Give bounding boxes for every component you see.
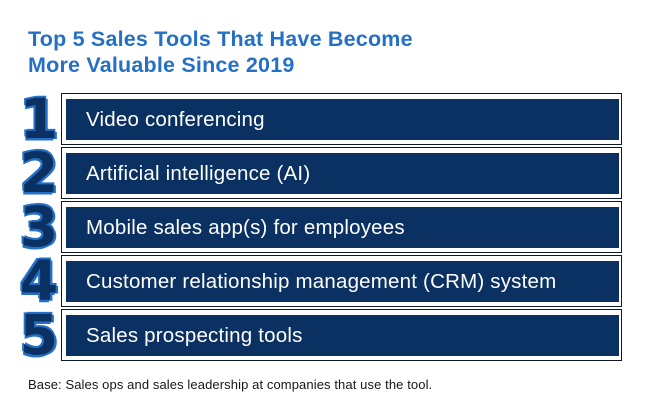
rank-number: 3 bbox=[19, 195, 59, 259]
rank-number: 4 bbox=[19, 249, 59, 313]
chart-title: Top 5 Sales Tools That Have Become More … bbox=[28, 26, 413, 78]
rank-row: 4 Customer relationship management (CRM)… bbox=[0, 249, 650, 313]
bar-label: Video conferencing bbox=[86, 107, 265, 131]
rank-row: 2 Artificial intelligence (AI) bbox=[0, 141, 650, 205]
bar: Mobile sales app(s) for employees bbox=[66, 207, 619, 248]
chart-title-line1: Top 5 Sales Tools That Have Become bbox=[28, 27, 413, 51]
bar-label: Artificial intelligence (AI) bbox=[86, 161, 311, 185]
rank-number: 1 bbox=[19, 87, 59, 151]
rank-row: 5 Sales prospecting tools bbox=[0, 303, 650, 367]
bar: Customer relationship management (CRM) s… bbox=[66, 261, 619, 302]
rank-row: 1 Video conferencing bbox=[0, 87, 650, 151]
bar-label: Customer relationship management (CRM) s… bbox=[86, 269, 557, 293]
bar-label: Sales prospecting tools bbox=[86, 323, 303, 347]
chart-title-line2: More Valuable Since 2019 bbox=[28, 53, 295, 77]
bar-label: Mobile sales app(s) for employees bbox=[86, 215, 405, 239]
bar: Video conferencing bbox=[66, 99, 619, 140]
bar: Sales prospecting tools bbox=[66, 315, 619, 356]
rank-number: 5 bbox=[19, 303, 59, 367]
base-footnote: Base: Sales ops and sales leadership at … bbox=[28, 377, 433, 392]
bar: Artificial intelligence (AI) bbox=[66, 153, 619, 194]
rank-row: 3 Mobile sales app(s) for employees bbox=[0, 195, 650, 259]
rank-number: 2 bbox=[19, 141, 59, 205]
